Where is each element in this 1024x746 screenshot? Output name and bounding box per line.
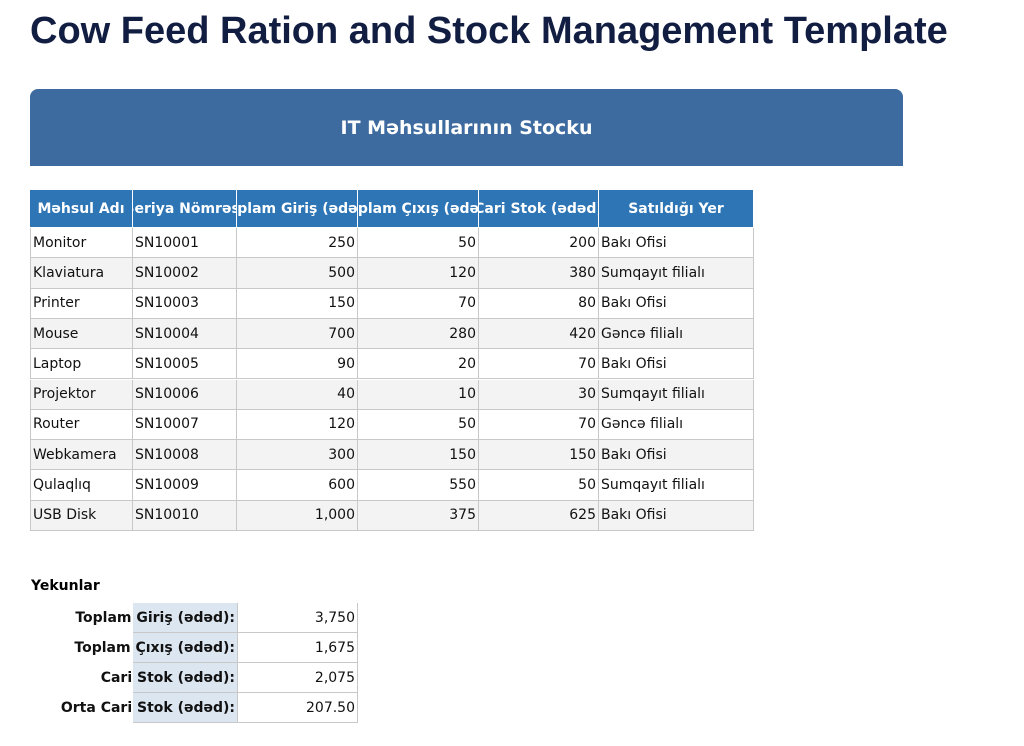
column-header: Məhsul Adı [30,190,133,228]
table-cell: 70 [479,349,599,379]
table-cell: 375 [358,501,479,531]
summary-value: 3,750 [237,603,358,633]
table-cell: USB Disk [30,501,133,531]
column-header: Satıldığı Yer [599,190,754,228]
table-cell: Monitor [30,228,133,258]
table-cell: Mouse [30,319,133,349]
table-cell: Gəncə filialı [599,319,754,349]
table-cell: SN10007 [133,410,237,440]
table-cell: 200 [479,228,599,258]
table-cell: Printer [30,289,133,319]
summary-label: Toplam Çıxış (ədəd): [133,633,237,663]
table-cell: Klaviatura [30,258,133,288]
table-cell: SN10001 [133,228,237,258]
table-cell: 625 [479,501,599,531]
table-cell: Router [30,410,133,440]
table-cell: 50 [358,228,479,258]
table-cell: 70 [358,289,479,319]
table-cell: 40 [237,380,358,410]
table-cell: 50 [358,410,479,440]
table-cell: 280 [358,319,479,349]
table-cell: 600 [237,470,358,500]
table-cell: SN10004 [133,319,237,349]
table-cell: 380 [479,258,599,288]
table-cell: Sumqayıt filialı [599,380,754,410]
table-cell: 250 [237,228,358,258]
table-cell: SN10009 [133,470,237,500]
table-cell: 30 [479,380,599,410]
table-cell: 150 [358,440,479,470]
table-cell: 90 [237,349,358,379]
table-cell: 150 [479,440,599,470]
table-cell: 500 [237,258,358,288]
table-cell: 420 [479,319,599,349]
table-cell: 1,000 [237,501,358,531]
table-cell: Qulaqlıq [30,470,133,500]
table-cell: Bakı Ofisi [599,289,754,319]
table-cell: 50 [479,470,599,500]
table-cell: 550 [358,470,479,500]
table-cell: SN10008 [133,440,237,470]
summary-value: 2,075 [237,663,358,693]
banner: IT Məhsullarının Stocku [30,89,903,166]
table-cell: Bakı Ofisi [599,228,754,258]
summary-label: Orta Cari Stok (ədəd): [133,693,237,723]
column-header: Seriya Nömrəsi [133,190,237,228]
table-cell: Bakı Ofisi [599,440,754,470]
table-cell: 10 [358,380,479,410]
table-cell: SN10006 [133,380,237,410]
table-cell: Projektor [30,380,133,410]
table-cell: SN10003 [133,289,237,319]
table-cell: 70 [479,410,599,440]
summary-title: Yekunlar [31,578,100,594]
table-cell: 120 [358,258,479,288]
summary-label: Toplam Giriş (ədəd): [133,603,237,633]
table-cell: Webkamera [30,440,133,470]
summary-value: 207.50 [237,693,358,723]
table-cell: SN10005 [133,349,237,379]
table-cell: 120 [237,410,358,440]
table-cell: 300 [237,440,358,470]
page-title: Cow Feed Ration and Stock Management Tem… [30,10,948,53]
table-cell: Bakı Ofisi [599,501,754,531]
column-header: Cari Stok (ədəd) [479,190,599,228]
column-header: Toplam Giriş (ədəd) [237,190,358,228]
table-cell: SN10002 [133,258,237,288]
table-cell: 700 [237,319,358,349]
table-cell: Sumqayıt filialı [599,470,754,500]
table-cell: Sumqayıt filialı [599,258,754,288]
table-cell: Bakı Ofisi [599,349,754,379]
summary-label: Cari Stok (ədəd): [133,663,237,693]
table-cell: 150 [237,289,358,319]
table-cell: SN10010 [133,501,237,531]
table-cell: 20 [358,349,479,379]
table-cell: 80 [479,289,599,319]
table-cell: Laptop [30,349,133,379]
table-cell: Gəncə filialı [599,410,754,440]
summary-value: 1,675 [237,633,358,663]
column-header: Toplam Çıxış (ədəd) [358,190,479,228]
